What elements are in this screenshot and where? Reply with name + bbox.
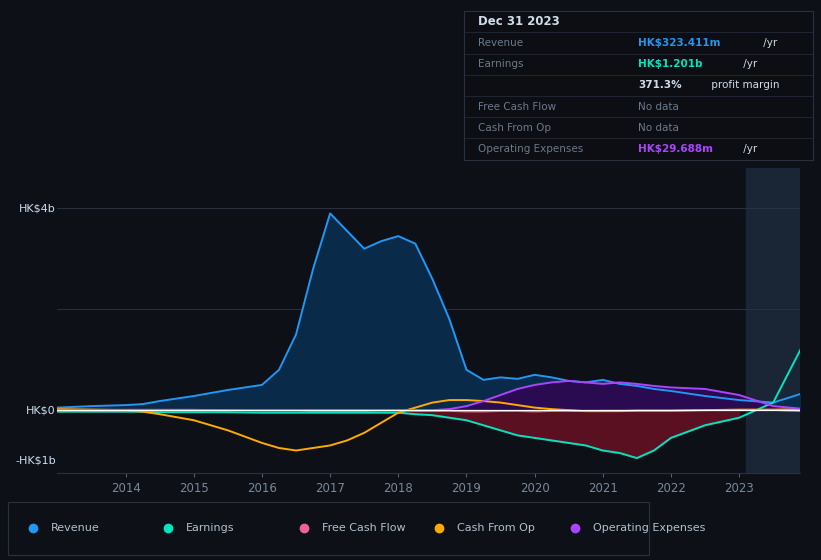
Text: HK$29.688m: HK$29.688m [639, 144, 713, 154]
Text: HK$1.201b: HK$1.201b [639, 59, 703, 69]
Text: Operating Expenses: Operating Expenses [593, 523, 705, 533]
Text: profit margin: profit margin [708, 81, 780, 90]
Text: /yr: /yr [760, 38, 777, 48]
Text: /yr: /yr [740, 59, 757, 69]
Text: Operating Expenses: Operating Expenses [478, 144, 583, 154]
Text: No data: No data [639, 101, 679, 111]
Text: Earnings: Earnings [478, 59, 523, 69]
Bar [746, 168, 800, 473]
Text: 371.3%: 371.3% [639, 81, 682, 90]
Text: No data: No data [639, 123, 679, 133]
Text: Free Cash Flow: Free Cash Flow [478, 101, 556, 111]
Text: HK$4b: HK$4b [19, 203, 56, 213]
Text: -HK$1b: -HK$1b [16, 456, 56, 465]
Text: Revenue: Revenue [478, 38, 523, 48]
Text: Revenue: Revenue [51, 523, 99, 533]
Text: Cash From Op: Cash From Op [457, 523, 535, 533]
Text: Cash From Op: Cash From Op [478, 123, 551, 133]
Text: /yr: /yr [740, 144, 757, 154]
Text: Earnings: Earnings [186, 523, 235, 533]
Text: HK$0: HK$0 [26, 405, 56, 415]
Text: HK$323.411m: HK$323.411m [639, 38, 721, 48]
Text: Dec 31 2023: Dec 31 2023 [478, 15, 560, 29]
Text: Free Cash Flow: Free Cash Flow [322, 523, 406, 533]
